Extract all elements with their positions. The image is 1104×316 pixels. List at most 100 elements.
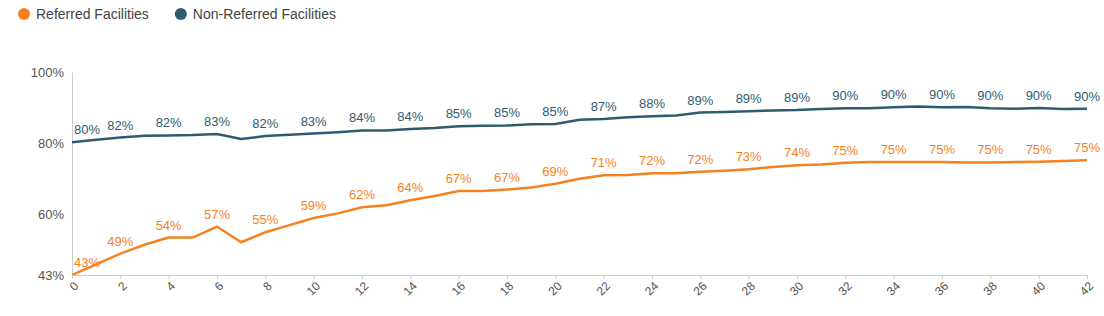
data-label: 82% [156, 115, 182, 130]
x-tick-mark [845, 275, 846, 279]
x-tick-mark [749, 275, 750, 279]
data-label: 75% [881, 142, 907, 157]
x-tick-label: 38 [980, 279, 1000, 299]
x-tick-label: 26 [690, 279, 710, 299]
x-tick: 14 [400, 275, 420, 298]
y-axis-line [72, 73, 73, 276]
x-tick: 34 [884, 275, 904, 298]
x-tick-label: 14 [400, 279, 420, 299]
x-tick-mark [362, 275, 363, 279]
x-tick-label: 20 [545, 279, 565, 299]
x-tick-label: 34 [884, 279, 904, 299]
data-label: 85% [446, 106, 472, 121]
x-tick-label: 42 [1077, 279, 1097, 299]
x-tick-mark [265, 275, 266, 279]
x-tick-label: 4 [163, 279, 178, 294]
x-tick: 24 [642, 275, 662, 298]
data-label: 55% [252, 212, 278, 227]
x-tick-mark [459, 275, 460, 279]
x-tick-mark [990, 275, 991, 279]
x-tick-mark [410, 275, 411, 279]
y-tick-label: 100% [31, 65, 65, 80]
data-label: 75% [1074, 140, 1100, 155]
legend-swatch [175, 8, 187, 20]
legend-swatch [18, 8, 30, 20]
data-label: 75% [1026, 142, 1052, 157]
data-label: 62% [349, 187, 375, 202]
data-label: 59% [301, 198, 327, 213]
x-tick-label: 18 [497, 279, 517, 299]
y-tick-label: 80% [38, 136, 64, 151]
x-tick-mark [555, 275, 556, 279]
x-tick: 26 [690, 275, 710, 298]
data-label: 82% [107, 118, 133, 133]
legend-item: Referred Facilities [18, 6, 149, 22]
data-label: 57% [204, 207, 230, 222]
x-tick: 6 [212, 275, 227, 294]
data-label: 75% [977, 142, 1003, 157]
x-tick-mark [507, 275, 508, 279]
data-label: 85% [542, 104, 568, 119]
data-label: 67% [446, 171, 472, 186]
series-line [72, 160, 1087, 275]
y-tick: 60% [38, 207, 72, 222]
x-tick: 36 [932, 275, 952, 298]
x-tick-label: 28 [739, 279, 759, 299]
data-label: 74% [784, 145, 810, 160]
x-axis: 024681012141618202224262830323436384042 [67, 275, 1097, 298]
x-tick-label: 2 [115, 279, 130, 294]
x-tick-mark [942, 275, 943, 279]
data-label: 83% [204, 114, 230, 129]
x-tick-label: 8 [260, 279, 275, 294]
data-label: 82% [252, 116, 278, 131]
x-tick: 0 [67, 275, 82, 294]
data-label: 80% [74, 122, 100, 137]
legend-label: Non-Referred Facilities [193, 6, 336, 22]
data-label: 54% [156, 218, 182, 233]
x-tick-label: 32 [835, 279, 855, 299]
y-tick: 80% [38, 136, 72, 151]
x-tick-mark [169, 275, 170, 279]
x-tick: 32 [835, 275, 855, 298]
x-tick-label: 10 [304, 279, 324, 299]
data-labels: 43%49%54%57%55%59%62%64%67%67%69%71%72%7… [74, 87, 1100, 270]
x-tick: 8 [260, 275, 275, 294]
x-tick-mark [652, 275, 653, 279]
data-label: 73% [736, 149, 762, 164]
data-label: 90% [929, 87, 955, 102]
y-tick: 100% [31, 65, 72, 80]
x-tick-label: 24 [642, 279, 662, 299]
data-label: 71% [591, 155, 617, 170]
data-label: 72% [687, 152, 713, 167]
x-tick: 30 [787, 275, 807, 298]
y-axis: 43% 60% 80% 100% [31, 65, 73, 283]
x-tick: 4 [163, 275, 178, 294]
data-label: 84% [397, 109, 423, 124]
x-tick-label: 30 [787, 279, 807, 299]
x-tick-label: 16 [449, 279, 469, 299]
x-tick: 22 [594, 275, 614, 298]
data-label: 90% [977, 88, 1003, 103]
x-tick: 18 [497, 275, 517, 298]
x-tick-label: 0 [67, 279, 82, 294]
data-label: 89% [784, 90, 810, 105]
data-label: 90% [1074, 89, 1100, 104]
x-tick-mark [1039, 275, 1040, 279]
x-tick: 40 [1029, 275, 1049, 298]
data-label: 72% [639, 153, 665, 168]
plot-area [72, 107, 1087, 275]
series-line [72, 107, 1087, 143]
x-tick-mark [1087, 275, 1088, 279]
data-label: 83% [301, 114, 327, 129]
data-label: 84% [349, 110, 375, 125]
y-tick: 43% [38, 268, 72, 283]
data-label: 75% [832, 143, 858, 158]
x-tick-label: 40 [1029, 279, 1049, 299]
data-label: 85% [494, 105, 520, 120]
legend: Referred Facilities Non-Referred Faciliti… [18, 6, 336, 22]
data-label: 89% [687, 93, 713, 108]
x-tick-mark [797, 275, 798, 279]
x-tick: 20 [545, 275, 565, 298]
data-label: 67% [494, 170, 520, 185]
data-label: 90% [881, 87, 907, 102]
